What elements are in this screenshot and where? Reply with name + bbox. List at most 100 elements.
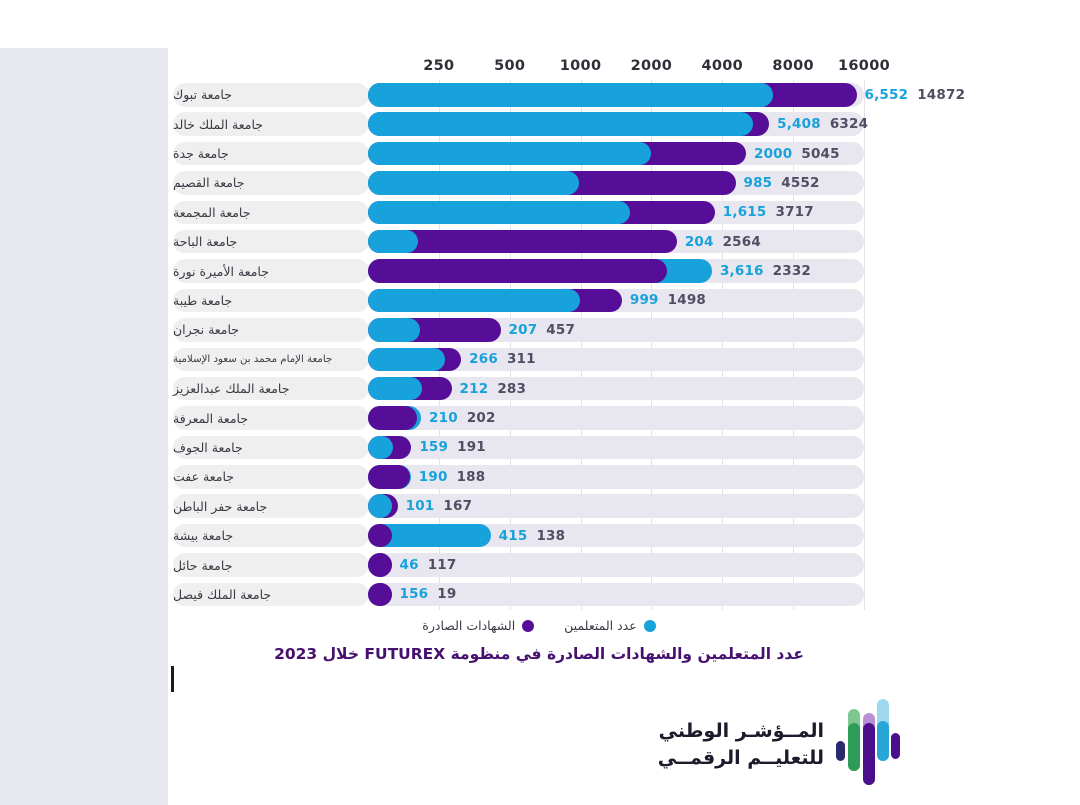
- bar-learners: [368, 112, 754, 136]
- category-label: جامعة حائل: [173, 553, 369, 577]
- bar-row: جامعة تبوك 6,552 14872: [168, 80, 965, 109]
- bar-learners: [368, 171, 580, 195]
- bar-certificates: [368, 465, 410, 489]
- bar-certificates: [368, 406, 418, 430]
- category-label: جامعة الإمام محمد بن سعود الإسلامية: [173, 347, 369, 372]
- category-label-text: جامعة طيبة: [173, 292, 233, 308]
- category-label-text: جامعة تبوك: [173, 87, 232, 103]
- bar-track: [368, 523, 864, 548]
- bar-track: [368, 465, 864, 489]
- bar-track: [368, 83, 864, 107]
- bar-track: [368, 229, 864, 254]
- bar-certificates: [368, 582, 392, 607]
- bar-row: جامعة الجوف 159 191: [168, 433, 910, 462]
- category-label-text: جامعة الملك فيصل: [173, 586, 272, 602]
- category-label: جامعة جدة: [173, 141, 369, 166]
- category-label: جامعة الملك فيصل: [173, 582, 369, 607]
- logo-line-1: المــؤشـر الوطني: [658, 720, 824, 743]
- x-axis-tick-8000: 8000: [772, 58, 814, 74]
- category-label: جامعة الجوف: [173, 435, 369, 460]
- category-label-text: جامعة نجران: [173, 322, 240, 338]
- bar-track: [368, 406, 864, 430]
- bar-learners: [368, 200, 630, 225]
- bar-learners: [368, 318, 420, 342]
- bar-row: جامعة جدة 2000 5045: [168, 139, 910, 168]
- legend-item: الشهادات الصادرة: [422, 618, 535, 633]
- x-axis-tick-1000: 1000: [559, 58, 602, 74]
- bar-row: جامعة حائل 46 117: [168, 550, 910, 579]
- bar-row: جامعة القصيم 985 4552: [168, 168, 910, 197]
- bar-track: [368, 112, 864, 136]
- category-label-text: جامعة الملك عبدالعزيز: [173, 381, 290, 397]
- category-label: جامعة تبوك: [173, 83, 369, 107]
- category-label: جامعة بيشة: [173, 523, 369, 548]
- x-axis-tick-2000: 2000: [630, 58, 673, 74]
- bar-row: جامعة بيشة 415 138: [168, 521, 910, 550]
- category-label-text: جامعة حفر الباطن: [173, 498, 268, 514]
- bar-track: [368, 318, 864, 342]
- category-label: جامعة المعرفة: [173, 406, 369, 430]
- bar-track: [368, 259, 864, 283]
- bar-track: [368, 582, 864, 607]
- bar-row: جامعة الإمام محمد بن سعود الإسلامية 266 31…: [168, 345, 910, 374]
- category-label: جامعة طيبة: [173, 288, 369, 313]
- category-label: جامعة الملك خالد: [173, 112, 369, 136]
- category-label: جامعة الباحة: [173, 229, 369, 254]
- bar-learners: [368, 288, 581, 313]
- category-label-text: جامعة القصيم: [173, 175, 245, 191]
- category-label-text: جامعة الأميرة نورة: [173, 263, 269, 279]
- legend-item: عدد المتعلمين: [564, 618, 656, 633]
- content-panel: 250 500 1000 2000 4000 8000 16000 جامعة تبوك 6,…: [168, 0, 965, 805]
- bar-certificates: [368, 553, 392, 577]
- bar-learners: [368, 347, 446, 372]
- category-label: جامعة الأميرة نورة: [173, 259, 369, 283]
- category-label-text: جامعة الجوف: [173, 439, 243, 455]
- bar-learners: [368, 494, 392, 518]
- legend-label: عدد المتعلمين: [564, 618, 637, 633]
- bar-row: جامعة الباحة 204 2564: [168, 227, 910, 256]
- x-axis-tick-500: 500: [494, 58, 526, 74]
- category-label-text: جامعة بيشة: [173, 528, 234, 544]
- bar-row: جامعة الملك عبدالعزيز 212 283: [168, 374, 910, 403]
- category-label: جامعة نجران: [173, 318, 369, 342]
- bar-row: جامعة عفت 190 188: [168, 462, 910, 491]
- legend-color-swatch: [522, 619, 535, 632]
- text-cursor: [171, 666, 174, 692]
- bar-learners: [368, 376, 422, 401]
- bar-track: [368, 494, 864, 518]
- logo-line-2: للتعليــم الرقمــي: [657, 746, 824, 769]
- bar-track: [368, 347, 864, 372]
- category-label-text: جامعة الملك خالد: [173, 116, 263, 132]
- x-axis-tick-16000: 16000: [838, 58, 890, 74]
- logo-bars-icon: [836, 695, 900, 795]
- bar-track: [368, 553, 864, 577]
- bar-track: [368, 141, 864, 166]
- category-label: جامعة عفت: [173, 465, 369, 489]
- x-axis-tick-250: 250: [423, 58, 455, 74]
- bar-row: جامعة حفر الباطن 101 167: [168, 491, 910, 520]
- bar-track: [368, 171, 864, 195]
- bar-row: جامعة المعرفة 210 202: [168, 403, 910, 432]
- legend-label: الشهادات الصادرة: [422, 618, 516, 633]
- bar-row: جامعة طيبة 999 1498: [168, 286, 910, 315]
- bar-learners: [368, 229, 419, 254]
- bar-row: جامعة الأميرة نورة 3,616 2332: [168, 256, 910, 285]
- x-axis-tick-4000: 4000: [701, 58, 744, 74]
- category-label: جامعة الملك عبدالعزيز: [173, 376, 369, 401]
- category-label: جامعة القصيم: [173, 171, 369, 195]
- chart-title: عدد المتعلمين والشهادات الصادرة في منظوم…: [274, 645, 804, 663]
- right-gutter: [910, 0, 1080, 805]
- category-label-text: جامعة الباحة: [173, 234, 238, 250]
- chart-legend: الشهادات الصادرة عدد المتعلمين: [168, 618, 910, 633]
- bar-certificates: [368, 229, 677, 254]
- bar-row: جامعة نجران 207 457: [168, 315, 910, 344]
- bar-row: جامعة الملك فيصل 156 19: [168, 580, 910, 609]
- left-gutter: [0, 48, 168, 805]
- bar-rows: جامعة تبوك 6,552 14872 جامعة الملك خالد 5,40…: [168, 80, 965, 609]
- category-label-text: جامعة المجمعة: [173, 204, 251, 220]
- bar-row: جامعة الملك خالد 5,408 6324: [168, 109, 910, 138]
- category-label-text: جامعة المعرفة: [173, 410, 249, 426]
- bar-track: [368, 200, 864, 225]
- bar-learners: [368, 523, 491, 548]
